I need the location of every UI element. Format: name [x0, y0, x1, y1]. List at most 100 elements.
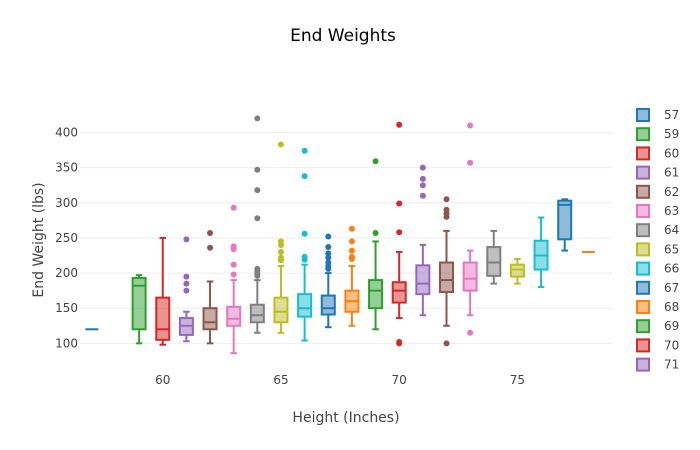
legend-swatch — [636, 357, 650, 372]
legend-item-64: 64 — [636, 223, 679, 238]
legend-label: 67 — [664, 281, 679, 295]
legend-swatch — [636, 127, 650, 142]
box-76 — [533, 216, 549, 289]
y-tick-label: 200 — [55, 266, 78, 280]
box-73 — [462, 122, 478, 336]
box-59 — [131, 274, 147, 345]
plot-area — [85, 115, 595, 355]
legend-swatch — [636, 261, 650, 276]
legend-item-68: 68 — [636, 300, 679, 314]
outlier-point — [301, 147, 308, 154]
box-body — [486, 246, 502, 277]
outlier-point — [467, 159, 474, 166]
box-body — [415, 264, 431, 296]
legend-swatch — [636, 280, 650, 295]
outlier-point — [325, 254, 332, 261]
box-65 — [273, 141, 289, 334]
outlier-point — [443, 206, 450, 213]
box-75 — [509, 258, 525, 285]
box-61 — [178, 236, 194, 343]
box-body — [297, 293, 313, 318]
box-64 — [249, 115, 265, 334]
outlier-point — [325, 250, 332, 257]
chart-title: End Weights — [290, 26, 396, 46]
outlier-point — [419, 175, 426, 182]
box-body — [509, 263, 525, 278]
box-body — [155, 296, 171, 341]
outlier-point — [230, 243, 237, 250]
legend-swatch — [636, 108, 650, 122]
outlier-point — [372, 230, 379, 236]
box-77 — [557, 198, 573, 252]
legend-item-67: 67 — [636, 280, 679, 295]
box-body — [249, 303, 265, 324]
legend-item-71: 71 — [636, 357, 679, 372]
outlier-point — [348, 238, 355, 245]
outlier-point — [325, 233, 332, 240]
box-69 — [368, 158, 384, 331]
box-body — [131, 276, 147, 331]
legend-item-69: 69 — [636, 319, 679, 334]
y-axis: 100 150 200 250 300 350 400 — [55, 125, 78, 350]
outlier-point — [443, 196, 450, 203]
outlier-point — [396, 121, 403, 128]
box-body — [273, 296, 289, 324]
legend-label: 59 — [664, 127, 679, 141]
x-axis: 60 65 70 75 — [155, 373, 525, 387]
legend-swatch — [636, 204, 650, 218]
outlier-point — [183, 287, 190, 294]
legend-swatch — [636, 319, 650, 334]
box-74 — [486, 229, 502, 285]
legend-swatch — [636, 242, 650, 257]
box-70 — [391, 121, 407, 347]
box-body — [462, 261, 478, 292]
box-60 — [155, 236, 171, 346]
y-tick-label: 150 — [55, 301, 78, 315]
outlier-point — [254, 166, 261, 173]
legend: 57 59 60 61 62 63 64 65 66 67 68 69 70 71 — [636, 108, 679, 372]
outlier-point — [277, 238, 284, 245]
outlier-point — [254, 187, 261, 194]
outlier-point — [230, 271, 237, 278]
legend-label: 70 — [664, 338, 679, 352]
box-body — [320, 294, 336, 316]
outlier-point — [183, 236, 190, 243]
x-tick-label: 70 — [392, 373, 407, 387]
box-body — [202, 307, 218, 331]
y-axis-title: End Weight (lbs) — [31, 182, 47, 297]
box-body — [368, 279, 384, 310]
outlier-point — [230, 204, 237, 211]
outlier-point — [207, 244, 214, 251]
outlier-point — [419, 192, 426, 199]
legend-label: 68 — [664, 300, 679, 314]
legend-swatch — [636, 165, 650, 180]
legend-label: 57 — [664, 108, 679, 122]
outlier-point — [348, 253, 355, 260]
legend-label: 61 — [664, 166, 679, 180]
x-tick-label: 60 — [155, 373, 170, 387]
outlier-point — [348, 225, 355, 232]
outlier-point — [396, 338, 403, 345]
outlier-point — [207, 230, 214, 236]
legend-label: 66 — [664, 262, 679, 276]
legend-label: 69 — [664, 319, 679, 333]
outlier-point — [254, 265, 261, 272]
legend-label: 63 — [664, 204, 679, 218]
legend-label: 65 — [664, 242, 679, 256]
outlier-point — [419, 164, 426, 171]
y-tick-label: 350 — [55, 161, 78, 175]
box-body — [557, 199, 573, 241]
legend-item-65: 65 — [636, 242, 679, 257]
legend-item-70: 70 — [636, 338, 679, 353]
legend-item-60: 60 — [636, 146, 679, 161]
outlier-point — [277, 248, 284, 255]
outlier-point — [372, 158, 379, 165]
legend-swatch — [636, 338, 650, 353]
outlier-point — [254, 115, 261, 122]
x-tick-label: 75 — [510, 373, 525, 387]
box-62 — [202, 230, 218, 345]
outlier-point — [254, 215, 261, 222]
